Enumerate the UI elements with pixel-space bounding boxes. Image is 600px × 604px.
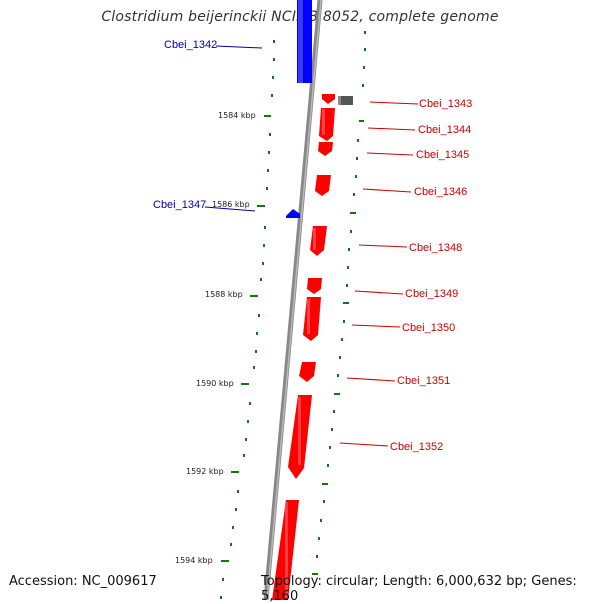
gene-cbei-1344[interactable] [319, 108, 335, 141]
ruler-label: 1590 kbp [196, 379, 234, 388]
other-feature [338, 96, 353, 105]
ruler-label: 1588 kbp [205, 290, 243, 299]
gene-cbei-1345[interactable] [318, 142, 333, 156]
reverse-gene-features [286, 0, 312, 218]
gene-label-forward[interactable]: Cbei_1350 [402, 322, 455, 334]
right-tick-track [312, 31, 366, 575]
gene-cbei-1347[interactable] [286, 209, 300, 218]
gene-label-forward[interactable]: Cbei_1352 [390, 441, 443, 453]
label-leader-lines [204, 45, 419, 447]
gene-cbei-1349[interactable] [307, 278, 322, 294]
gene-label-forward[interactable]: Cbei_1349 [405, 288, 458, 300]
gene-label-forward[interactable]: Cbei_1344 [418, 124, 471, 136]
gene-label-forward[interactable]: Cbei_1343 [419, 98, 472, 110]
gene-label-forward[interactable]: Cbei_1345 [416, 149, 469, 161]
ruler-label: 1594 kbp [175, 556, 213, 565]
gene-cbei-1350[interactable] [303, 297, 321, 341]
gene-label-reverse[interactable]: Cbei_1347 [153, 199, 206, 211]
left-tick-track [220, 40, 275, 599]
gene-label-forward[interactable]: Cbei_1351 [397, 375, 450, 387]
gene-cbei-1351[interactable] [299, 362, 316, 382]
accession-label: Accession: NC_009617 [9, 574, 157, 589]
gene-cbei-1348[interactable] [310, 226, 327, 256]
ruler-label: 1584 kbp [218, 111, 256, 120]
gene-label-reverse[interactable]: Cbei_1342 [164, 39, 217, 51]
ruler-label: 1592 kbp [186, 467, 224, 476]
gene-cbei-1343[interactable] [322, 94, 335, 104]
genome-backbone [263, 0, 323, 600]
gene-label-forward[interactable]: Cbei_1348 [409, 242, 462, 254]
gene-cbei-1346[interactable] [315, 175, 331, 196]
ruler-label: 1586 kbp [212, 200, 250, 209]
gene-label-forward[interactable]: Cbei_1346 [414, 186, 467, 198]
